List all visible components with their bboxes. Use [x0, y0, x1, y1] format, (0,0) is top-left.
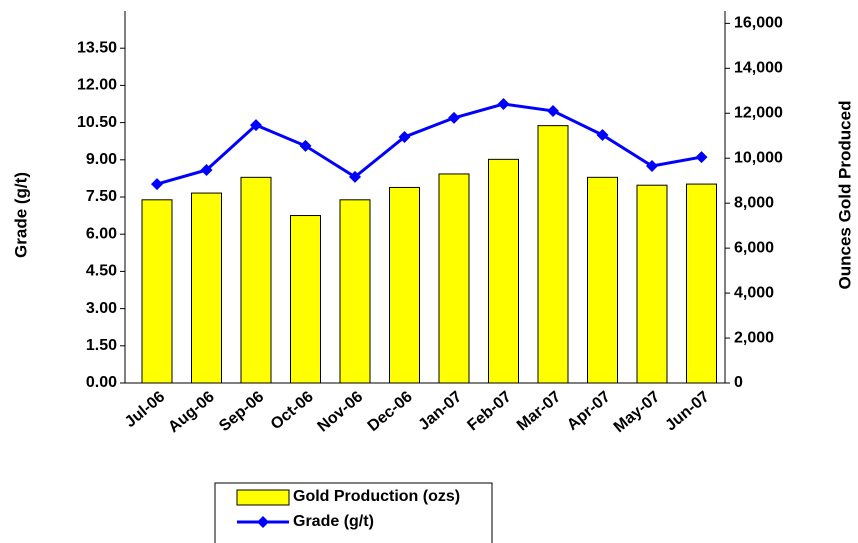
y-tick-label: 3.00 — [86, 300, 117, 317]
bar — [488, 158, 519, 384]
legend-marker — [257, 516, 269, 528]
marker — [349, 170, 361, 183]
marker — [151, 178, 163, 191]
x-tick-label: Oct-06 — [268, 388, 317, 433]
line — [156, 102, 702, 186]
bar — [141, 199, 173, 384]
y2-axis-title: Ounces Gold Produced — [835, 101, 854, 290]
bar — [587, 176, 618, 384]
marker — [448, 111, 460, 124]
legend-label: Grade (g/t) — [293, 513, 374, 530]
y-tick-label: 1.50 — [86, 337, 117, 354]
bar — [438, 173, 470, 384]
bar — [339, 199, 371, 384]
bar — [389, 186, 420, 384]
legend-label: Gold Production (ozs) — [293, 488, 460, 505]
y-tick-label: 9.00 — [86, 151, 117, 168]
y-tick-label: 4.50 — [86, 263, 117, 280]
x-tick-label: Sep-06 — [216, 388, 267, 435]
x-tick-label: Mar-07 — [514, 388, 565, 434]
y2-tick-label: 10,000 — [734, 149, 783, 166]
x-tick-label: Jul-06 — [122, 388, 168, 431]
y-tick-label: 13.50 — [77, 39, 117, 56]
y2-tick-label: 16,000 — [734, 15, 783, 32]
y2-tick-label: 0 — [734, 374, 743, 391]
y2-tick-label: 14,000 — [734, 60, 783, 77]
bar — [636, 184, 668, 384]
y-tick-label: 6.00 — [86, 225, 117, 242]
y-tick-label: 0.00 — [86, 374, 117, 391]
marker — [596, 129, 609, 141]
bar — [537, 125, 569, 384]
x-tick-label: Dec-06 — [365, 388, 416, 435]
x-tick-label: Aug-06 — [165, 388, 218, 436]
marker — [299, 139, 312, 152]
marker — [250, 119, 262, 132]
y2-tick-label: 12,000 — [734, 104, 783, 121]
y2-tick-label: 4,000 — [734, 284, 774, 301]
y-axis-title: Grade (g/t) — [11, 172, 30, 258]
marker — [695, 151, 708, 164]
y2-tick-label: 8,000 — [734, 194, 774, 211]
bar — [240, 176, 272, 384]
y-tick-label: 7.50 — [86, 188, 117, 205]
marker — [497, 98, 510, 110]
bar — [290, 215, 321, 384]
x-tick-label: Apr-07 — [564, 388, 614, 434]
y-tick-label: 10.50 — [77, 114, 117, 131]
marker — [646, 160, 658, 172]
x-tick-label: May-07 — [611, 388, 664, 436]
marker — [398, 130, 411, 143]
bar — [191, 192, 222, 384]
y2-tick-label: 2,000 — [734, 329, 774, 346]
marker — [547, 104, 559, 117]
y-tick-label: 12.00 — [77, 77, 117, 94]
y2-tick-label: 6,000 — [734, 239, 774, 256]
x-tick-label: Feb-07 — [464, 388, 515, 434]
x-tick-label: Jun-07 — [662, 388, 713, 434]
x-tick-label: Jan-07 — [416, 388, 466, 434]
legend-swatch — [236, 489, 290, 506]
marker — [200, 163, 213, 176]
x-tick-label: Nov-06 — [314, 388, 366, 435]
bar — [686, 183, 717, 384]
